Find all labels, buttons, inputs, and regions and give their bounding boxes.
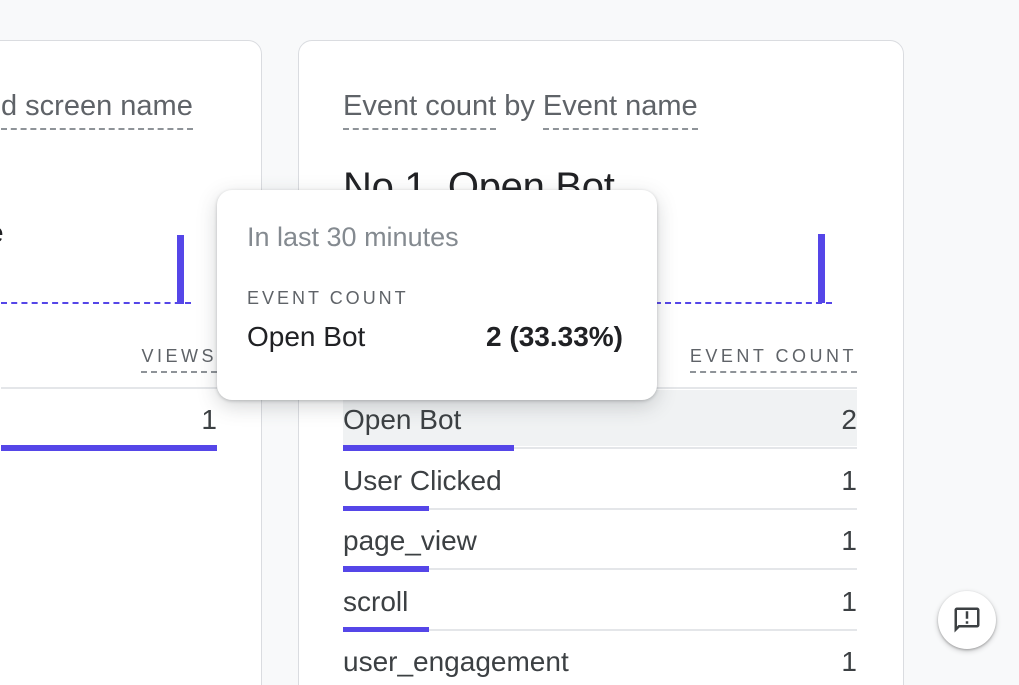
row-label: scroll [343,585,409,617]
right-card-heading: Event count by Event name [343,89,698,130]
event-count-column-header: EVENT COUNT [689,346,857,373]
right-sparkline-bar[interactable] [818,234,825,303]
event-count-header-link[interactable]: EVENT COUNT [689,346,857,373]
row-value: 1 [201,404,217,435]
table-row-user-clicked[interactable]: User Clicked 1 [343,452,857,513]
views-table: VIEWS 1 [1,344,217,464]
event-count-metric-link[interactable]: Event count [343,90,497,130]
table-row[interactable]: 1 [1,391,217,452]
row-bar [1,445,217,451]
row-bar-track [343,447,857,449]
tooltip-timeframe: In last 30 minutes [247,222,459,252]
row-label: Open Bot [343,404,462,435]
tooltip-metric-label: EVENT COUNT [247,288,409,308]
row-bar [343,626,429,632]
feedback-icon [952,605,982,635]
row-bar-track [343,507,857,510]
tooltip-data-row: Open Bot 2 (33.33%) [247,321,623,353]
chart-hover-tooltip: In last 30 minutes EVENT COUNT Open Bot … [217,190,657,400]
views-metric-link[interactable]: VIEWS [141,346,217,373]
screen-name-dimension-link[interactable]: d screen name [1,90,193,130]
tooltip-item-value: 2 (33.33%) [486,321,623,352]
row-bar [343,566,429,572]
table-row-scroll[interactable]: scroll 1 [343,573,857,634]
row-value: 1 [841,464,857,496]
row-value: 1 [841,525,857,556]
row-bar [343,445,515,451]
row-label: user_engagement [343,646,569,677]
table-row-user-engagement[interactable]: user_engagement 1 [343,633,857,685]
left-sparkline-baseline [1,302,191,304]
row-value: 1 [841,585,857,617]
table-row-open-bot[interactable]: Open Bot 2 [343,390,857,452]
row-label: User Clicked [343,464,502,496]
row-value: 2 [841,404,857,435]
feedback-fab-button[interactable] [938,591,996,649]
row-value: 1 [841,646,857,677]
left-card-heading: d screen name [1,89,193,130]
table-row-page-view[interactable]: page_view 1 [343,512,857,573]
row-bar-track [343,628,857,631]
tooltip-item-label: Open Bot [247,321,366,352]
table-separator [1,387,217,389]
row-bar-track [343,568,857,570]
left-sparkline-bar[interactable] [177,235,184,304]
row-label: page_view [343,525,477,556]
row-bar [343,505,429,511]
event-table-rows: Open Bot 2 User Clicked 1 page_view 1 [343,390,857,685]
event-name-dimension-link[interactable]: Event name [542,90,698,130]
heading-joiner: by [496,90,543,122]
left-top-item-title-fragment: e [0,217,4,249]
views-table-rows: 1 [1,391,217,452]
views-column-header: VIEWS [141,346,217,373]
